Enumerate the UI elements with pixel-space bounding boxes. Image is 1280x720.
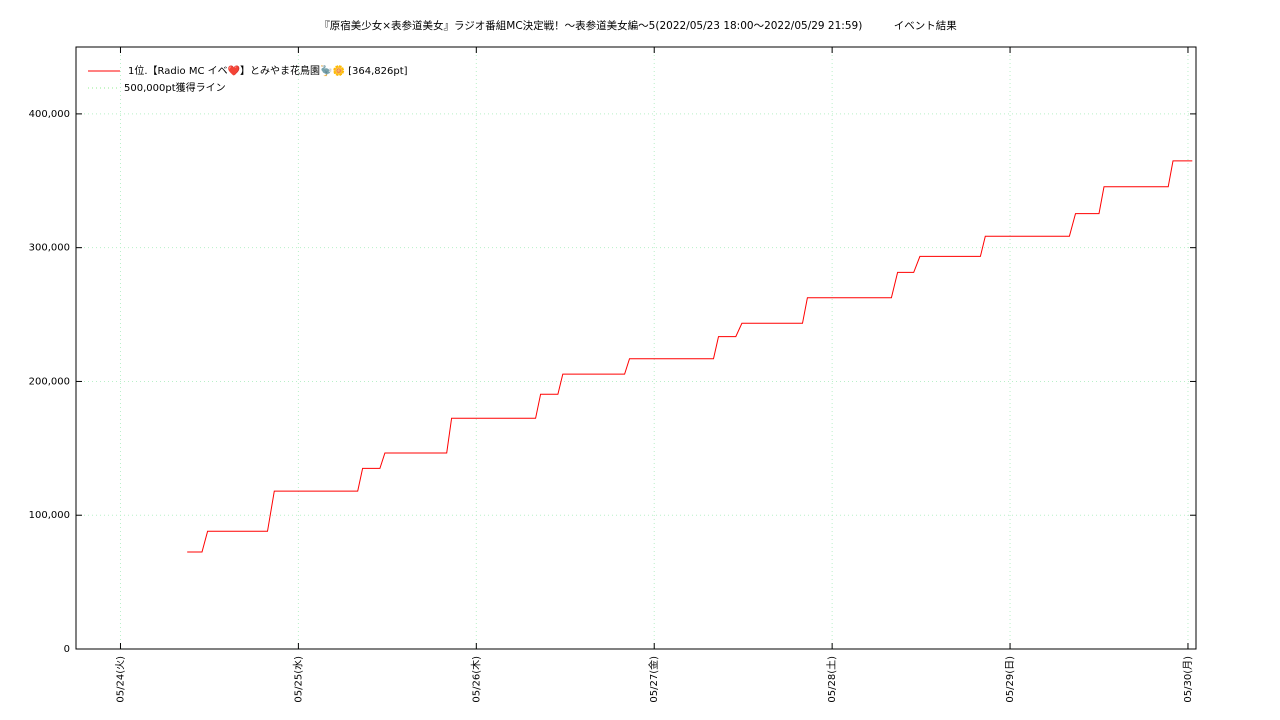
x-tick-label: 05/30(月) xyxy=(1182,656,1194,703)
x-tick-label: 05/28(土) xyxy=(825,656,838,703)
y-tick-label: 100,000 xyxy=(29,510,70,521)
x-tick-label: 05/27(金) xyxy=(647,656,660,703)
series-line xyxy=(187,160,1193,553)
legend-label: 500,000pt獲得ライン xyxy=(124,81,226,94)
x-tick-label: 05/26(木) xyxy=(470,656,482,703)
y-tick-label: 200,000 xyxy=(29,376,70,387)
y-tick-label: 400,000 xyxy=(29,109,70,120)
x-tick-label: 05/25(水) xyxy=(292,656,304,703)
x-tick-label: 05/24(火) xyxy=(114,656,126,703)
plot-area xyxy=(187,160,1193,553)
y-tick-label: 300,000 xyxy=(29,243,70,254)
chart-title: 『原宿美少女×表参道美女』ラジオ番組MC決定戦！～表参道美女編～5(2022/0… xyxy=(319,19,957,32)
plot-frame xyxy=(75,46,1197,650)
x-tick-label: 05/29(日) xyxy=(1005,656,1016,703)
legend-label: 1位.【Radio MC イベ❤️】とみやま花鳥園🦤🌼 [364,826pt] xyxy=(128,64,408,77)
y-tick-label: 0 xyxy=(64,644,70,655)
